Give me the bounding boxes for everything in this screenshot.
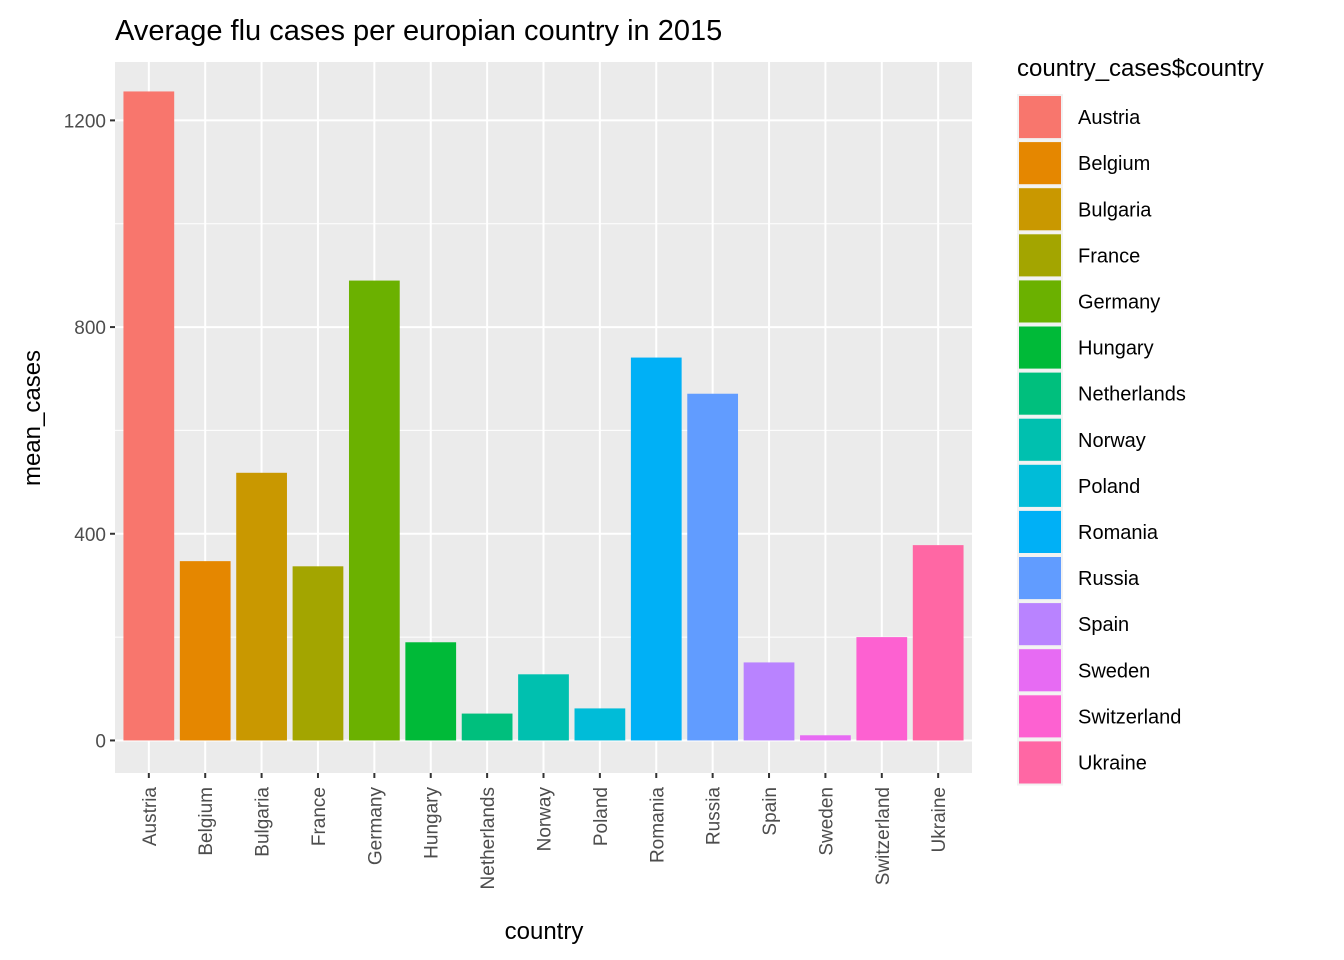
bar-netherlands (461, 713, 513, 741)
legend-label: Germany (1078, 291, 1160, 313)
bar-bulgaria (236, 472, 287, 741)
legend-label: Norway (1078, 430, 1146, 452)
legend: Austria Belgium Bulgaria France Germany Hunga… (1017, 94, 1186, 786)
bar-russia (687, 393, 739, 741)
legend-swatch-ukraine (1019, 741, 1061, 784)
legend-label: Austria (1078, 107, 1141, 129)
x-tick-label: Switzerland (873, 787, 894, 885)
legend-swatch-norway (1019, 418, 1061, 461)
bars (123, 91, 964, 741)
x-tick-label: Ukraine (929, 787, 950, 852)
y-tick-label: 1200 (64, 111, 106, 132)
chart-title: Average flu cases per europian country i… (115, 15, 722, 47)
legend-swatch-bulgaria (1019, 188, 1061, 231)
x-tick-label: Poland (591, 787, 612, 846)
bar-belgium (179, 561, 231, 741)
bar-norway (518, 674, 569, 741)
x-tick-label: Belgium (196, 787, 217, 856)
legend-swatch-poland (1019, 464, 1061, 507)
x-tick-label: Austria (140, 787, 161, 847)
legend-label: Bulgaria (1078, 199, 1152, 221)
x-tick-label: Netherlands (478, 787, 499, 889)
x-axis: Austria Belgium Bulgaria France Germany Hunga… (140, 773, 950, 889)
bar-hungary (405, 642, 457, 741)
legend-swatch-romania (1019, 510, 1061, 553)
x-tick-label: Romania (647, 787, 668, 863)
bar-france (292, 566, 344, 741)
x-tick-label: Russia (704, 787, 725, 846)
legend-swatch-sweden (1019, 649, 1061, 692)
y-tick-label: 0 (95, 731, 106, 752)
x-tick-label: Bulgaria (253, 787, 274, 857)
legend-swatch-russia (1019, 557, 1061, 600)
legend-label: Spain (1078, 614, 1129, 636)
legend-label: Switzerland (1078, 706, 1181, 728)
legend-label: Hungary (1078, 338, 1154, 360)
y-tick-label: 400 (74, 525, 106, 546)
legend-swatch-austria (1019, 96, 1061, 139)
legend-label: Sweden (1078, 660, 1150, 682)
legend-label: France (1078, 245, 1140, 267)
x-tick-label: Sweden (816, 787, 837, 856)
y-axis-title: mean_cases (19, 350, 46, 486)
x-tick-label: France (309, 787, 330, 846)
x-tick-label: Germany (365, 787, 386, 866)
legend-label: Ukraine (1078, 752, 1147, 774)
legend-label: Poland (1078, 476, 1140, 498)
legend-label: Belgium (1078, 153, 1150, 175)
legend-title: country_cases$country (1017, 55, 1264, 82)
x-tick-label: Norway (535, 787, 556, 852)
x-tick-label: Hungary (422, 787, 443, 859)
bar-germany (348, 280, 400, 741)
bar-sweden (800, 735, 851, 741)
bar-romania (630, 357, 682, 741)
bar-ukraine (912, 545, 964, 741)
legend-label: Russia (1078, 568, 1140, 590)
legend-swatch-spain (1019, 603, 1061, 646)
legend-swatch-switzerland (1019, 695, 1061, 738)
x-tick-label: Spain (760, 787, 781, 836)
y-tick-label: 800 (74, 318, 106, 339)
legend-swatch-netherlands (1019, 372, 1061, 415)
legend-swatch-france (1019, 234, 1061, 277)
legend-label: Netherlands (1078, 384, 1186, 406)
bar-poland (574, 708, 626, 741)
x-axis-title: country (505, 918, 584, 945)
bar-spain (743, 662, 795, 741)
y-axis: 0 400 800 1200 (64, 111, 115, 752)
bar-switzerland (856, 637, 908, 741)
legend-label: Romania (1078, 522, 1159, 544)
legend-swatch-germany (1019, 280, 1061, 323)
legend-swatch-hungary (1019, 326, 1061, 369)
legend-swatch-belgium (1019, 142, 1061, 185)
bar-austria (123, 91, 175, 741)
